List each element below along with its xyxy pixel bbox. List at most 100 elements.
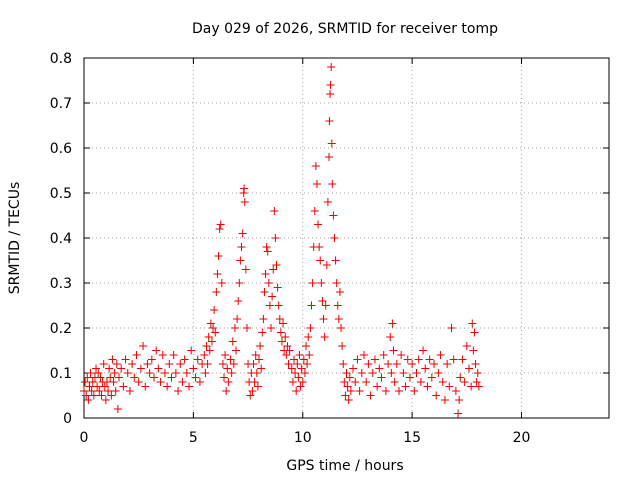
y-tick-label: 0.8 <box>50 51 72 67</box>
data-point <box>132 351 141 359</box>
data-point <box>474 382 483 391</box>
data-point <box>337 324 346 332</box>
data-point <box>268 292 277 301</box>
data-point <box>202 342 211 350</box>
data-point <box>327 63 336 71</box>
data-point <box>308 279 317 287</box>
data-point <box>389 346 398 355</box>
data-point <box>261 270 270 278</box>
data-point <box>258 328 267 337</box>
data-point <box>321 301 330 310</box>
data-point <box>295 351 304 359</box>
data-point <box>251 351 260 359</box>
data-point <box>86 369 95 377</box>
data-point <box>290 355 298 364</box>
data-point <box>412 369 421 377</box>
data-point <box>99 360 108 368</box>
data-point <box>469 346 478 355</box>
data-point <box>430 360 438 368</box>
data-point <box>207 337 216 346</box>
data-point <box>375 364 384 373</box>
data-point <box>343 382 352 391</box>
data-point <box>387 369 396 377</box>
data-point <box>273 283 282 292</box>
data-point <box>319 315 328 323</box>
data-point <box>259 315 268 323</box>
data-point <box>163 382 172 391</box>
data-point <box>291 369 300 377</box>
data-point <box>304 333 313 341</box>
data-point <box>216 220 225 229</box>
data-point <box>460 378 469 386</box>
data-point <box>80 387 88 395</box>
data-point <box>322 261 331 269</box>
data-point <box>242 324 251 332</box>
data-point <box>386 333 395 341</box>
data-point <box>310 207 319 215</box>
data-point <box>220 373 228 382</box>
data-point <box>284 360 293 368</box>
data-point <box>193 355 202 364</box>
data-point <box>390 378 399 386</box>
data-point <box>397 351 406 359</box>
data-point <box>357 369 366 377</box>
x-tick-label: 0 <box>80 430 89 446</box>
data-point <box>178 378 187 386</box>
data-point <box>425 355 434 364</box>
data-point <box>292 387 301 395</box>
data-point <box>377 373 386 382</box>
data-point <box>468 319 477 328</box>
data-point <box>110 369 119 377</box>
axis-ticks <box>83 57 609 419</box>
data-point <box>401 382 410 391</box>
data-point <box>355 387 364 395</box>
data-point <box>269 265 278 274</box>
data-point <box>191 373 200 382</box>
data-point <box>106 373 115 382</box>
data-point <box>287 364 296 373</box>
data-point <box>275 315 284 323</box>
data-point <box>123 369 132 377</box>
data-point <box>156 378 165 386</box>
data-point <box>421 364 430 373</box>
data-point <box>447 324 456 332</box>
y-tick-labels: 0 0.1 0.2 0.3 0.4 0.5 0.6 0.7 0.8 <box>50 51 72 427</box>
data-point <box>335 288 344 296</box>
data-point <box>379 351 388 359</box>
data-point <box>125 387 134 395</box>
data-point <box>323 198 332 206</box>
data-point <box>229 360 238 368</box>
data-point <box>293 360 302 368</box>
data-point <box>240 198 249 206</box>
data-point <box>294 373 303 382</box>
data-point <box>279 319 288 328</box>
data-point <box>370 355 379 364</box>
data-point <box>95 387 104 395</box>
data-point <box>403 355 412 364</box>
y-tick-label: 0.7 <box>50 96 72 112</box>
data-point <box>221 351 230 359</box>
y-tick-label: 0.1 <box>50 366 72 382</box>
data-point <box>298 378 307 386</box>
data-point <box>320 333 329 341</box>
data-point <box>285 346 294 355</box>
data-point <box>253 382 262 391</box>
data-point <box>248 387 257 395</box>
data-point <box>212 288 221 296</box>
data-point <box>329 211 338 220</box>
data-point <box>189 364 198 373</box>
data-point <box>187 346 196 355</box>
data-point <box>325 153 333 161</box>
data-point <box>227 369 236 377</box>
data-point <box>339 360 348 368</box>
data-point <box>305 351 314 359</box>
data-point <box>414 355 423 364</box>
data-point <box>213 270 222 278</box>
data-point <box>344 396 353 404</box>
data-point <box>85 382 94 391</box>
data-point <box>281 333 290 341</box>
data-point <box>318 297 327 305</box>
data-point <box>333 301 342 310</box>
data-point <box>235 279 244 287</box>
data-point <box>472 378 481 386</box>
